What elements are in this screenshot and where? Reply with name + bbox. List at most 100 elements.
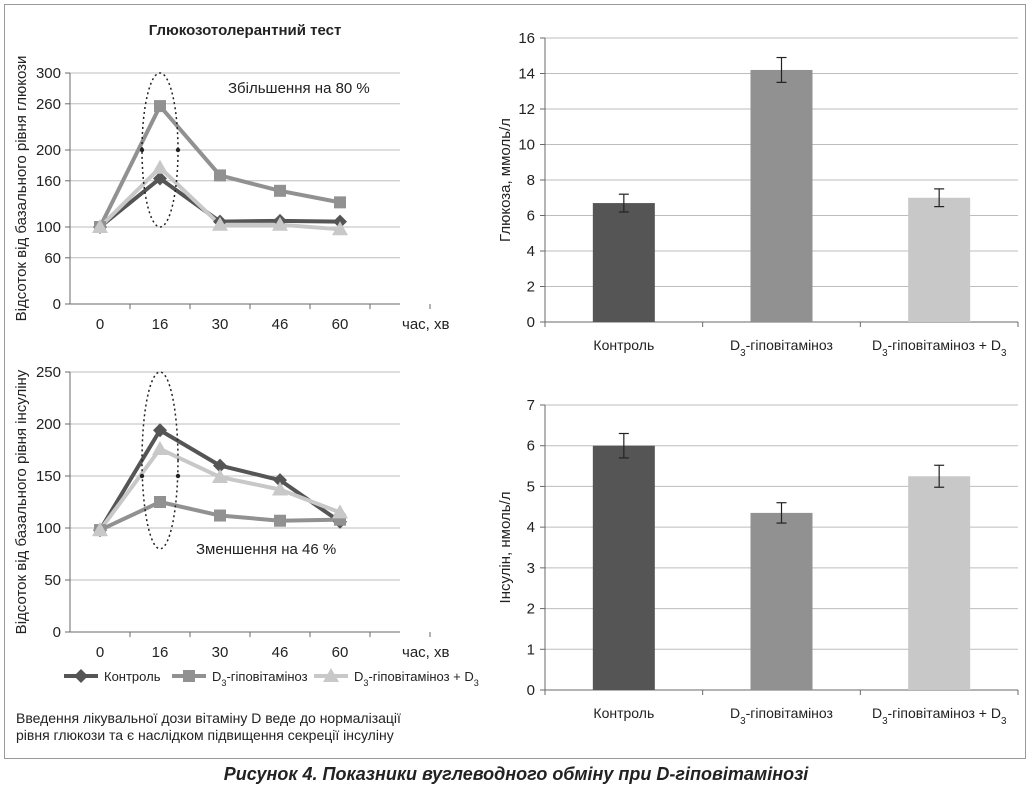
c0-xtick-label: 16	[152, 316, 169, 333]
legend-label: D3-гіповітаміноз	[212, 669, 308, 688]
c1-point-s2	[152, 440, 168, 455]
c0-xtick-label: 60	[332, 316, 349, 333]
c2-ytick-label: 4	[527, 243, 535, 260]
figure-note: Введення лікувальної дози вітаміну D вед…	[16, 710, 516, 744]
c0-point-s2	[272, 216, 288, 231]
c3-ytick-label: 3	[527, 560, 535, 577]
c3-ytick-label: 1	[527, 641, 535, 658]
figure-caption: Рисунок 4. Показники вуглеводного обміну…	[223, 764, 809, 784]
c0-point-s2	[212, 216, 228, 231]
c2-bar	[750, 69, 813, 322]
c3-ytick-label: 0	[527, 682, 535, 699]
c0-annotation: Збільшення на 80 %	[228, 80, 370, 97]
c2-ytick-label: 6	[527, 208, 535, 225]
c1-point-s1	[154, 496, 166, 508]
c0-ytick-label: 100	[36, 219, 61, 236]
c0-point-s2	[92, 219, 108, 233]
c1-xtick-label: 0	[96, 644, 104, 661]
c3-ytick-label: 6	[527, 438, 535, 455]
c3-y-axis-title: Інсулін, нмоль/л	[497, 492, 514, 604]
legend-marker-diamond	[74, 669, 88, 683]
c1-point-s2	[92, 522, 108, 537]
c2-ytick-label: 16	[518, 30, 535, 47]
c1-x-axis-title: час, хв	[402, 644, 449, 661]
c2-ytick-label: 8	[527, 172, 535, 189]
c1-point-s2	[212, 469, 228, 484]
c3-category-label: D3-гіповітаміноз + D3	[872, 705, 1007, 727]
c1-ytick-label: 150	[36, 468, 61, 485]
c1-point-s2	[272, 481, 288, 496]
legend-marker-triangle	[323, 668, 339, 682]
c1-point-s2	[332, 504, 348, 519]
c1-xtick-label: 46	[272, 644, 289, 661]
c3-category-label: D3-гіповітаміноз	[730, 705, 833, 727]
note-line-2: рівня глюкози та є наслідком підвищення …	[16, 727, 394, 743]
c0-point-s2	[332, 221, 348, 236]
c0-xtick-label: 46	[272, 316, 289, 333]
c1-ytick-label: 200	[36, 416, 61, 433]
c0-point-s1	[154, 100, 166, 113]
c3-ytick-label: 4	[527, 519, 535, 536]
c0-ytick-label: 200	[36, 142, 61, 159]
c1-ytick-label: 0	[53, 624, 61, 641]
c2-category-label: D3-гіповітаміноз + D3	[872, 337, 1007, 359]
c2-ytick-label: 14	[518, 66, 535, 83]
c3-category-label: Контроль	[593, 705, 654, 721]
legend-label: D3-гіповітаміноз + D3	[354, 669, 479, 688]
c3-ytick-label: 2	[527, 601, 535, 618]
c0-point-s0	[153, 171, 167, 186]
c1-ellipse-dot	[139, 473, 145, 479]
c0-xtick-label: 0	[96, 316, 104, 333]
c2-category-label: Контроль	[593, 337, 654, 353]
c0-ytick-label: 260	[36, 96, 61, 113]
c3-ytick-label: 7	[527, 397, 535, 414]
c3-bar	[592, 445, 655, 690]
c0-ytick-label: 300	[36, 65, 61, 82]
c0-point-s2	[152, 159, 168, 174]
c2-y-axis-title: Глюкоза, ммоль/л	[497, 118, 514, 242]
c0-point-s1	[214, 169, 226, 182]
c2-bar	[592, 203, 655, 322]
figure-frame	[4, 4, 1026, 759]
c0-series-line-1	[98, 104, 341, 228]
c1-xtick-label: 30	[212, 644, 229, 661]
c0-ellipse-dot	[175, 147, 181, 153]
c2-ytick-label: 12	[518, 101, 535, 118]
c2-ytick-label: 2	[527, 279, 535, 296]
c0-ytick-label: 60	[44, 250, 61, 267]
c1-y-axis-title: Відсоток від базального рівня інсуліну	[13, 369, 30, 634]
c1-xtick-label: 16	[152, 644, 169, 661]
c0-title: Глюкозотолерантний тест	[149, 22, 342, 39]
c1-ytick-label: 100	[36, 520, 61, 537]
c0-xtick-label: 30	[212, 316, 229, 333]
legend-marker-square	[183, 670, 195, 682]
c0-point-s1	[274, 184, 286, 197]
c0-ytick-label: 160	[36, 173, 61, 190]
c2-category-label: D3-гіповітаміноз	[730, 337, 833, 359]
c0-y-axis-title: Відсоток від базального рівня глюкози	[13, 56, 30, 322]
legend-label: Контроль	[104, 669, 161, 684]
c1-point-s0	[153, 423, 167, 438]
c2-ytick-label: 0	[527, 314, 535, 331]
c1-ellipse-dot	[175, 473, 181, 479]
c1-xtick-label: 60	[332, 644, 349, 661]
c1-point-s0	[213, 458, 227, 473]
note-line-1: Введення лікувальної дози вітаміну D вед…	[16, 710, 401, 726]
c1-point-s0	[273, 473, 287, 488]
c3-ytick-label: 5	[527, 478, 535, 495]
c0-x-axis-title: час, хв	[402, 316, 449, 333]
c1-highlight-ellipse	[141, 371, 179, 550]
c0-ellipse-dot	[139, 147, 145, 153]
c3-bar	[750, 512, 813, 690]
c1-point-s1	[274, 514, 286, 527]
c2-bar	[908, 197, 971, 322]
c0-point-s1	[334, 196, 346, 209]
c1-ytick-label: 250	[36, 364, 61, 381]
c1-point-s1	[214, 509, 226, 522]
c2-ytick-label: 10	[518, 137, 535, 154]
c1-annotation: Зменшення на 46 %	[196, 541, 336, 558]
c3-bar	[908, 476, 971, 690]
c0-ytick-label: 0	[53, 296, 61, 313]
